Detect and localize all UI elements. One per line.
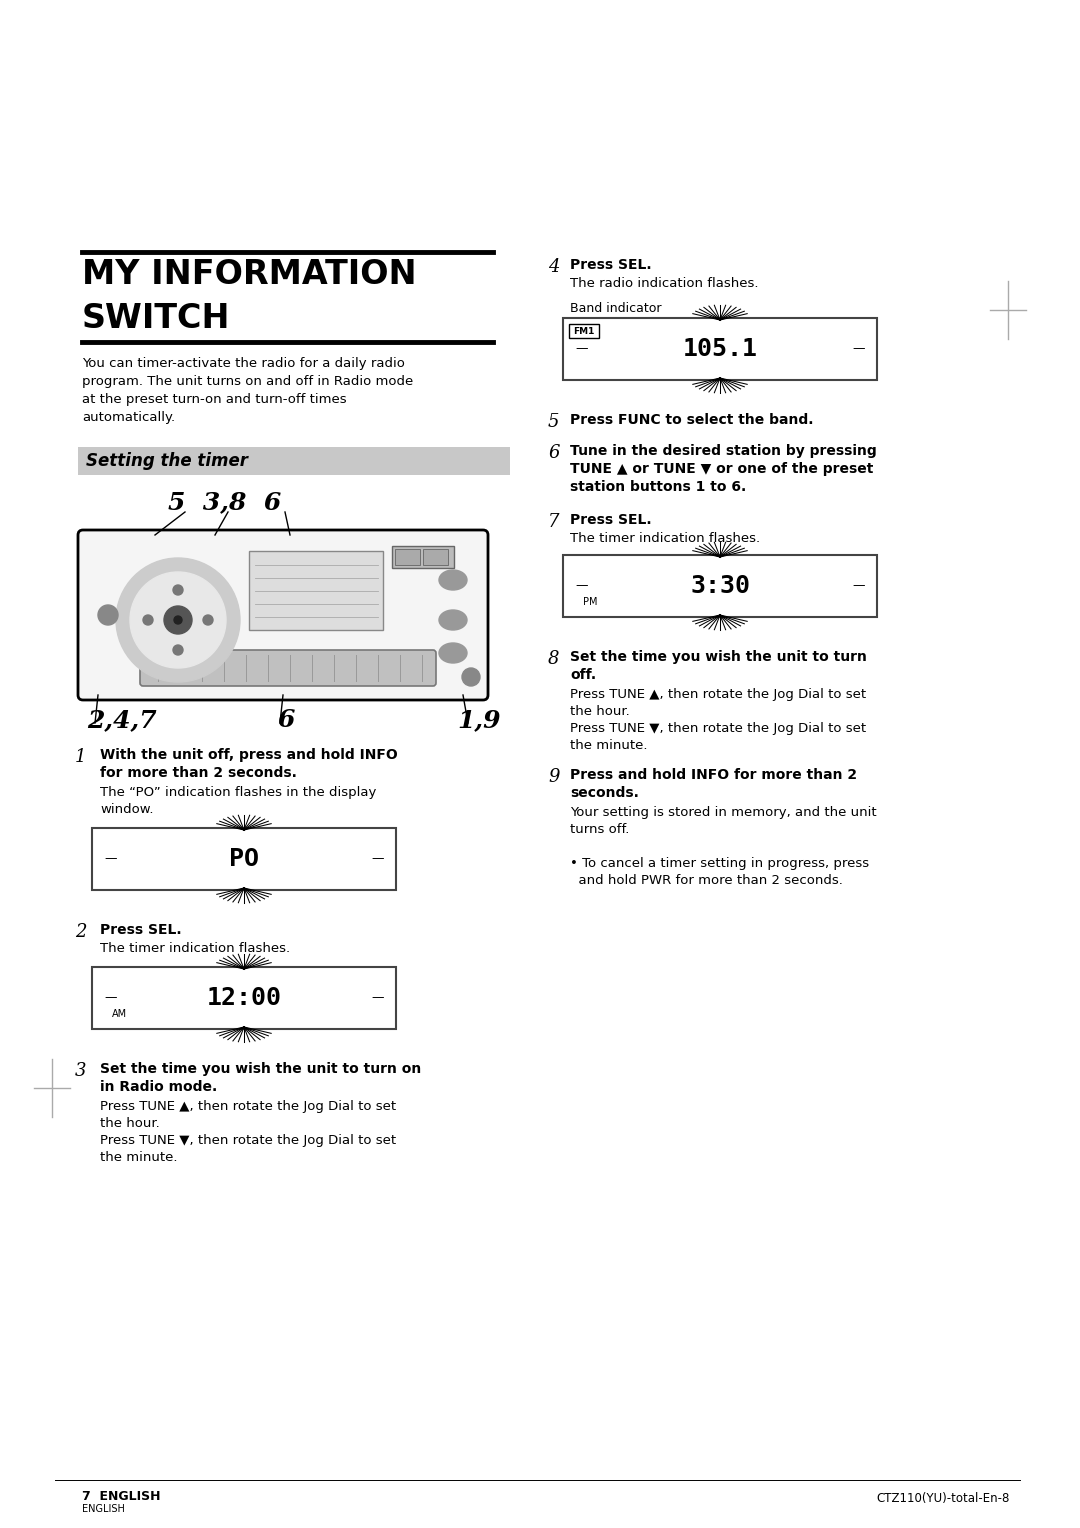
- FancyBboxPatch shape: [569, 324, 599, 338]
- Text: With the unit off, press and hold INFO
for more than 2 seconds.: With the unit off, press and hold INFO f…: [100, 749, 397, 779]
- Text: SWITCH: SWITCH: [82, 303, 230, 335]
- FancyBboxPatch shape: [563, 555, 877, 617]
- Text: —: —: [372, 992, 384, 1004]
- Text: The timer indication flashes.: The timer indication flashes.: [570, 532, 760, 545]
- Circle shape: [130, 571, 226, 668]
- Text: —: —: [372, 853, 384, 865]
- Text: Set the time you wish the unit to turn on
in Radio mode.: Set the time you wish the unit to turn o…: [100, 1062, 421, 1094]
- Text: ENGLISH: ENGLISH: [82, 1504, 125, 1514]
- Text: Set the time you wish the unit to turn
off.: Set the time you wish the unit to turn o…: [570, 649, 867, 681]
- Text: Press and hold INFO for more than 2
seconds.: Press and hold INFO for more than 2 seco…: [570, 769, 858, 799]
- FancyBboxPatch shape: [92, 967, 396, 1028]
- Text: Band indicator: Band indicator: [570, 303, 661, 315]
- FancyBboxPatch shape: [423, 549, 448, 565]
- Text: —: —: [852, 579, 865, 593]
- Text: MY INFORMATION: MY INFORMATION: [82, 258, 417, 290]
- Circle shape: [116, 558, 240, 681]
- Text: Press SEL.: Press SEL.: [570, 513, 651, 527]
- Text: 12:00: 12:00: [206, 986, 282, 1010]
- FancyBboxPatch shape: [563, 318, 877, 380]
- Text: The “PO” indication flashes in the display
window.: The “PO” indication flashes in the displ…: [100, 785, 376, 816]
- Circle shape: [173, 645, 183, 656]
- FancyBboxPatch shape: [249, 552, 383, 630]
- Text: CTZ110(YU)-total-En-8: CTZ110(YU)-total-En-8: [877, 1491, 1010, 1505]
- Circle shape: [164, 607, 192, 634]
- Text: 5: 5: [548, 413, 559, 431]
- Text: 9: 9: [548, 769, 559, 785]
- Text: PO: PO: [229, 847, 259, 871]
- Text: —: —: [575, 342, 588, 356]
- Text: Press SEL.: Press SEL.: [100, 923, 181, 937]
- FancyBboxPatch shape: [392, 545, 454, 568]
- Ellipse shape: [438, 643, 467, 663]
- Text: 6: 6: [548, 445, 559, 461]
- Text: —: —: [852, 342, 865, 356]
- Circle shape: [173, 585, 183, 594]
- Text: PM: PM: [583, 597, 597, 607]
- Text: 5  3,8  6: 5 3,8 6: [168, 490, 281, 513]
- Text: Press TUNE ▲, then rotate the Jog Dial to set
the hour.
Press TUNE ▼, then rotat: Press TUNE ▲, then rotate the Jog Dial t…: [100, 1100, 396, 1164]
- Text: You can timer-activate the radio for a daily radio
program. The unit turns on an: You can timer-activate the radio for a d…: [82, 358, 414, 423]
- Text: Your setting is stored in memory, and the unit
turns off.: Your setting is stored in memory, and th…: [570, 805, 877, 836]
- Text: —: —: [104, 992, 117, 1004]
- Ellipse shape: [438, 570, 467, 590]
- Circle shape: [462, 668, 480, 686]
- FancyBboxPatch shape: [78, 448, 510, 475]
- Circle shape: [143, 614, 153, 625]
- Text: 7: 7: [548, 513, 559, 532]
- Text: 4: 4: [548, 258, 559, 277]
- Text: Press FUNC to select the band.: Press FUNC to select the band.: [570, 413, 813, 426]
- Text: 2,4,7: 2,4,7: [87, 707, 157, 732]
- Circle shape: [203, 614, 213, 625]
- Text: Setting the timer: Setting the timer: [86, 452, 248, 471]
- Text: —: —: [104, 853, 117, 865]
- Text: The timer indication flashes.: The timer indication flashes.: [100, 941, 291, 955]
- Ellipse shape: [438, 610, 467, 630]
- Text: —: —: [575, 579, 588, 593]
- Text: 1,9: 1,9: [457, 707, 500, 732]
- Text: • To cancel a timer setting in progress, press
  and hold PWR for more than 2 se: • To cancel a timer setting in progress,…: [570, 857, 869, 888]
- Text: 3:30: 3:30: [690, 575, 750, 597]
- Text: The radio indication flashes.: The radio indication flashes.: [570, 277, 758, 290]
- FancyBboxPatch shape: [395, 549, 420, 565]
- Text: 8: 8: [548, 649, 559, 668]
- Text: AM: AM: [112, 1008, 127, 1019]
- Text: Press TUNE ▲, then rotate the Jog Dial to set
the hour.
Press TUNE ▼, then rotat: Press TUNE ▲, then rotate the Jog Dial t…: [570, 688, 866, 752]
- Text: FM1: FM1: [573, 327, 595, 336]
- Text: Tune in the desired station by pressing
TUNE ▲ or TUNE ▼ or one of the preset
st: Tune in the desired station by pressing …: [570, 445, 877, 494]
- FancyBboxPatch shape: [78, 530, 488, 700]
- Circle shape: [98, 605, 118, 625]
- Text: 105.1: 105.1: [683, 338, 757, 361]
- Text: Press SEL.: Press SEL.: [570, 258, 651, 272]
- FancyBboxPatch shape: [92, 828, 396, 889]
- Circle shape: [174, 616, 183, 623]
- FancyBboxPatch shape: [140, 649, 436, 686]
- Text: 3: 3: [75, 1062, 86, 1080]
- Text: 7  ENGLISH: 7 ENGLISH: [82, 1490, 161, 1504]
- Text: 2: 2: [75, 923, 86, 941]
- Text: 1: 1: [75, 749, 86, 766]
- Text: 6: 6: [276, 707, 295, 732]
